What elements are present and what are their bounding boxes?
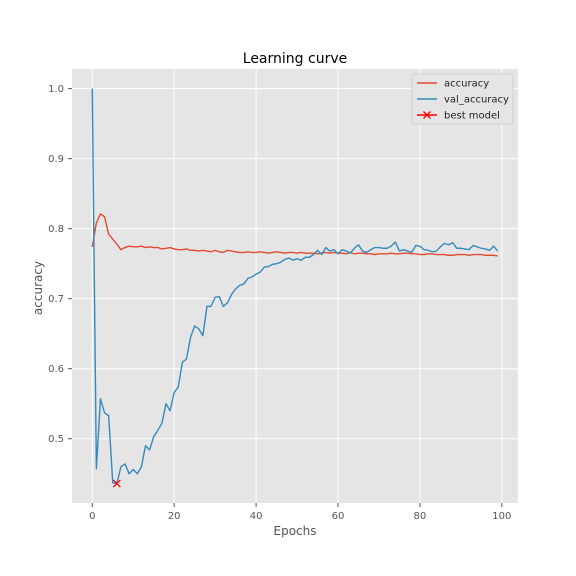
x-axis-ticks: 0 20 40 60 80 100 — [89, 503, 511, 522]
grid-lines — [72, 69, 518, 503]
legend-label: best model — [444, 111, 500, 122]
x-tick-label: 80 — [414, 511, 427, 522]
y-tick-label: 0.7 — [48, 294, 64, 305]
y-tick-label: 0.6 — [48, 364, 64, 375]
y-axis-label: accuracy — [31, 261, 45, 315]
y-tick-label: 0.9 — [48, 154, 64, 165]
x-tick-label: 60 — [332, 511, 345, 522]
x-tick-label: 20 — [168, 511, 181, 522]
legend-entry-accuracy: accuracy — [417, 79, 489, 90]
y-tick-label: 1.0 — [48, 84, 64, 95]
series-lines — [91, 88, 499, 485]
x-tick-label: 100 — [492, 511, 511, 522]
legend-label: val_accuracy — [444, 95, 509, 106]
legend-entry-val-accuracy: val_accuracy — [417, 95, 509, 106]
x-axis-label: Epochs — [274, 524, 317, 538]
legend-marker — [423, 111, 431, 119]
y-tick-label: 0.8 — [48, 224, 64, 235]
chart-title: Learning curve — [243, 51, 347, 67]
y-tick-label: 0.5 — [48, 434, 64, 445]
legend-box — [411, 73, 514, 125]
y-axis-ticks: 0.5 0.6 0.7 0.8 0.9 1.0 — [48, 84, 72, 445]
x-tick-label: 40 — [250, 511, 263, 522]
accuracy-line — [91, 213, 498, 257]
x-tick-label: 0 — [89, 511, 95, 522]
series-markers — [112, 479, 121, 488]
legend-entry-best-model: best model — [417, 111, 500, 122]
legend-label: accuracy — [444, 79, 489, 90]
best-model-marker — [112, 479, 121, 488]
plot-area — [72, 69, 518, 503]
val-accuracy-line — [91, 88, 499, 485]
